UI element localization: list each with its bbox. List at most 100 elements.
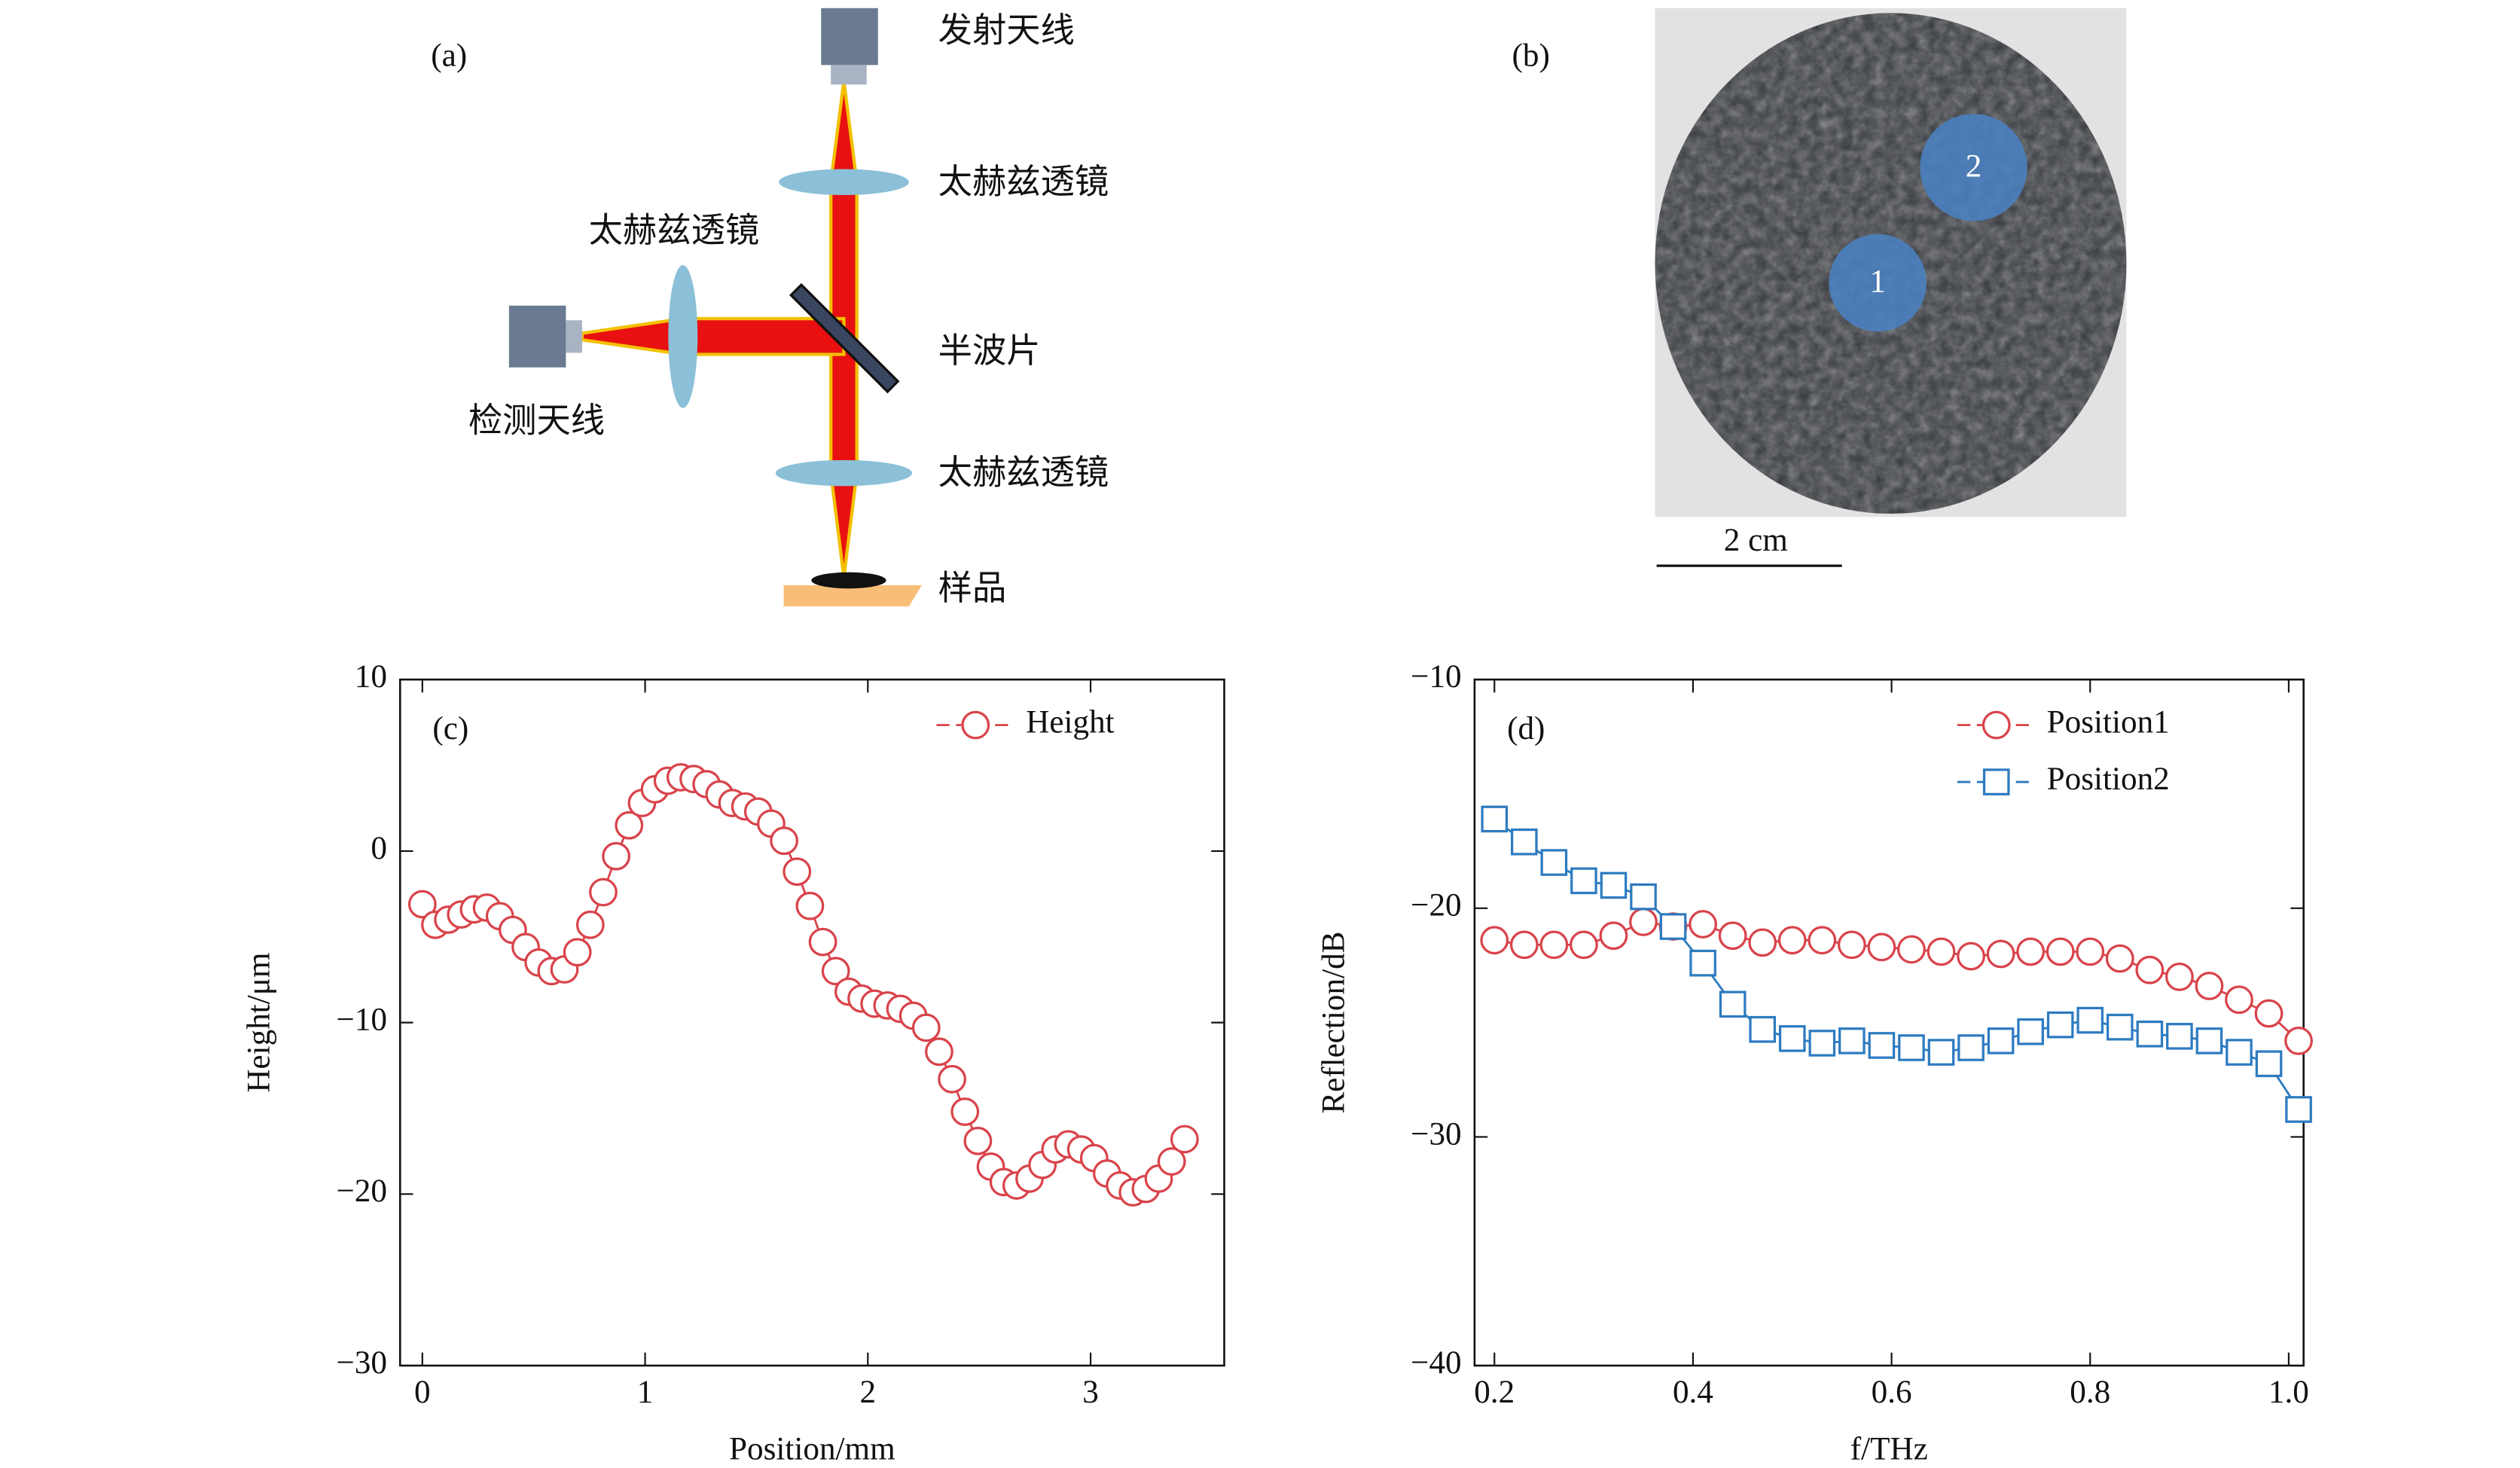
marker — [1540, 849, 1568, 876]
x-tick-label: 0.4 — [1673, 1375, 1713, 1410]
label: 检测天线 — [468, 401, 605, 441]
marker — [1480, 926, 1509, 955]
marker — [2076, 1006, 2104, 1034]
marker — [2135, 955, 2165, 984]
marker — [1600, 871, 1628, 899]
spot-label: 1 — [1869, 264, 1886, 300]
emitter-nozzle — [831, 65, 867, 85]
marker — [1570, 930, 1598, 960]
marker — [1777, 926, 1807, 955]
marker — [1808, 1030, 1836, 1057]
lens — [775, 459, 913, 487]
y-tick-label: 0 — [371, 831, 387, 866]
detector-body — [508, 305, 566, 368]
marker — [2195, 1027, 2223, 1054]
marker — [563, 938, 592, 967]
label: 样品 — [938, 568, 1007, 608]
marker — [1689, 949, 1716, 977]
marker — [1481, 805, 1509, 833]
legend-label: Position2 — [2047, 761, 2170, 797]
marker — [1867, 932, 1896, 962]
x-axis-label: f/THz — [1850, 1431, 1928, 1466]
y-tick-label: −30 — [1411, 1116, 1462, 1152]
marker — [2195, 972, 2224, 1000]
marker — [2165, 963, 2194, 991]
spot-label: 2 — [1966, 148, 1982, 184]
x-tick-label: 2 — [860, 1375, 877, 1410]
marker — [795, 891, 825, 920]
marker — [1157, 1147, 1186, 1176]
legend-marker — [961, 710, 990, 740]
panel-label: (b) — [1512, 38, 1550, 74]
emitter-body — [821, 8, 878, 66]
setup-diagram: (a) 发射天线 太赫兹透镜 太赫兹透镜 半波片 检测天线 太赫兹透镜 样品 — [431, 8, 1109, 608]
marker — [575, 910, 605, 939]
x-tick-label: 0 — [414, 1375, 431, 1410]
marker — [2255, 1050, 2283, 1078]
marker — [2226, 1039, 2253, 1066]
x-tick-label: 1 — [637, 1375, 654, 1410]
y-tick-label: −10 — [336, 1003, 386, 1038]
half-wave-plate — [789, 282, 900, 394]
label: 太赫兹透镜 — [938, 453, 1109, 493]
x-axis-label: Position/mm — [729, 1431, 895, 1466]
marker — [963, 1126, 993, 1155]
y-tick-label: −40 — [1411, 1345, 1462, 1381]
marker — [2136, 1020, 2164, 1048]
y-axis-label: Reflection/dB — [1316, 932, 1351, 1114]
marker — [2106, 1013, 2134, 1041]
marker — [1778, 1025, 1806, 1052]
marker — [2105, 944, 2134, 973]
marker — [589, 877, 618, 907]
marker — [1987, 1027, 2015, 1054]
y-axis-label: Height/μm — [242, 953, 277, 1093]
marker — [938, 1064, 966, 1094]
marker — [1837, 930, 1866, 960]
x-tick-label: 0.8 — [2070, 1375, 2110, 1410]
label: 太赫兹透镜 — [589, 210, 760, 250]
y-tick-label: −10 — [1411, 659, 1462, 694]
marker — [2017, 1018, 2044, 1045]
panel-label: (c) — [432, 711, 468, 746]
marker — [2016, 937, 2046, 966]
marker — [770, 826, 798, 856]
marker — [821, 957, 850, 986]
detector-nozzle — [566, 320, 582, 353]
marker — [1957, 942, 1985, 971]
marker — [602, 841, 630, 871]
sample — [811, 572, 886, 589]
marker — [1570, 867, 1597, 895]
beam-horizontal — [580, 316, 846, 356]
lens — [668, 264, 698, 408]
marker — [1599, 921, 1628, 951]
marker — [1718, 921, 1747, 951]
marker — [1659, 913, 1687, 940]
marker — [1986, 939, 2015, 969]
marker — [808, 927, 837, 957]
marker — [2166, 1023, 2193, 1050]
marker — [2046, 1011, 2074, 1039]
series-line — [1493, 818, 2300, 1110]
x-tick-label: 0.2 — [1474, 1375, 1515, 1410]
marker — [407, 890, 437, 919]
marker — [911, 1013, 941, 1042]
marker — [1509, 930, 1539, 960]
marker — [1170, 1125, 1199, 1154]
spot — [1920, 114, 2027, 221]
y-tick-label: −20 — [336, 1173, 386, 1209]
panel-label: (a) — [431, 38, 467, 74]
marker — [2225, 985, 2253, 1015]
marker — [2076, 937, 2105, 966]
legend-label: Position1 — [2047, 705, 2170, 740]
marker — [1898, 1034, 1925, 1061]
marker — [1719, 990, 1747, 1018]
x-tick-label: 1.0 — [2268, 1375, 2309, 1410]
marker — [1511, 828, 1538, 856]
legend-marker — [1982, 768, 2010, 795]
x-tick-label: 3 — [1082, 1375, 1099, 1410]
marker — [1957, 1034, 1985, 1061]
series-line — [1494, 920, 2300, 1042]
series-line — [421, 776, 1186, 1194]
